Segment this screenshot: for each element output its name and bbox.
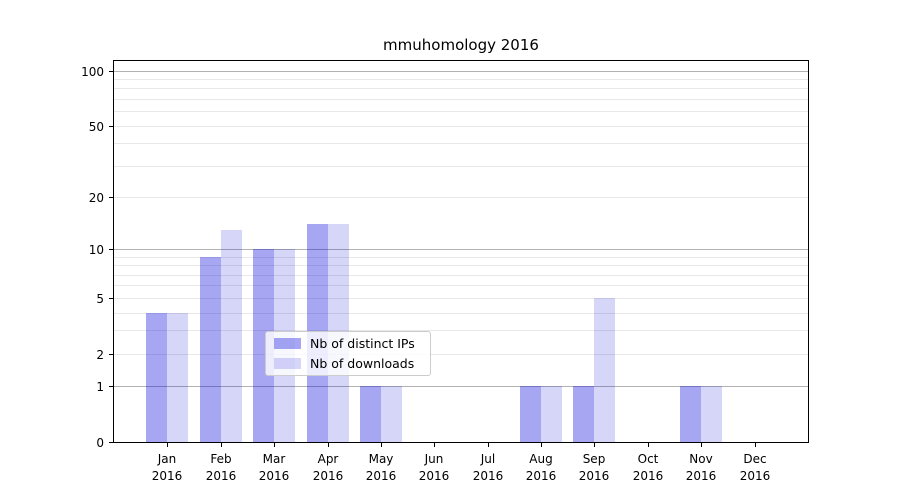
gridline-minor <box>114 166 808 167</box>
y-tick-label: 50 <box>88 119 104 134</box>
bar-aug-downloads <box>541 386 562 442</box>
x-tick-label-aug: Aug 2016 <box>525 452 557 483</box>
x-tick-mark <box>167 443 168 447</box>
bar-feb-ips <box>200 257 221 442</box>
y-tick-label: 20 <box>88 190 104 205</box>
legend-label-downloads: Nb of downloads <box>310 355 415 371</box>
x-tick-label-feb: Feb 2016 <box>205 452 237 483</box>
bar-jan-ips <box>146 313 167 442</box>
x-tick-label-dec: Dec 2016 <box>739 452 771 483</box>
x-tick-label-mar: Mar 2016 <box>258 452 290 483</box>
y-tick-mark <box>109 197 113 198</box>
gridline-minor <box>114 298 808 299</box>
x-tick-label-jun: Jun 2016 <box>418 452 450 483</box>
bar-mar-ips <box>253 249 274 442</box>
y-tick-label: 1 <box>96 379 104 394</box>
gridline-minor <box>114 285 808 286</box>
bar-may-ips <box>360 386 381 442</box>
x-tick-label-jan: Jan 2016 <box>151 452 183 483</box>
x-tick-mark <box>434 443 435 447</box>
gridline-minor <box>114 257 808 258</box>
x-tick-mark <box>755 443 756 447</box>
y-tick-label: 2 <box>96 347 104 362</box>
x-tick-label-may: May 2016 <box>365 452 397 483</box>
gridline-major <box>114 386 808 387</box>
legend-item-distinct-ips: Nb of distinct IPs <box>274 336 422 352</box>
gridline-minor <box>114 88 808 89</box>
x-tick-mark <box>648 443 649 447</box>
x-tick-mark <box>541 443 542 447</box>
bar-nov-ips <box>680 386 701 442</box>
x-axis: Jan 2016 Feb 2016 Mar 2016 Apr 2016 May 2016… <box>114 443 809 495</box>
y-tick-mark <box>109 298 113 299</box>
gridline-minor <box>114 197 808 198</box>
bar-sep-downloads <box>594 298 615 442</box>
y-tick-mark <box>109 126 113 127</box>
x-tick-mark <box>594 443 595 447</box>
gridline-minor <box>114 313 808 314</box>
x-tick-mark <box>328 443 329 447</box>
chart-title: mmuhomology 2016 <box>383 36 539 54</box>
x-tick-mark <box>221 443 222 447</box>
gridline-minor <box>114 79 808 80</box>
y-tick-mark <box>109 249 113 250</box>
x-tick-label-jul: Jul 2016 <box>472 452 504 483</box>
bar-sep-ips <box>573 386 594 442</box>
x-tick-mark <box>381 443 382 447</box>
y-tick-mark <box>109 354 113 355</box>
gridline-minor <box>114 354 808 355</box>
bar-feb-downloads <box>221 230 242 442</box>
gridline-minor <box>114 143 808 144</box>
x-tick-label-oct: Oct 2016 <box>632 452 664 483</box>
bar-nov-downloads <box>701 386 722 442</box>
gridline-minor <box>114 330 808 331</box>
plot-inner <box>114 61 808 442</box>
bar-may-downloads <box>381 386 402 442</box>
gridline-minor <box>114 265 808 266</box>
gridline-major <box>114 71 808 72</box>
legend-label-distinct-ips: Nb of distinct IPs <box>310 336 415 352</box>
x-tick-label-nov: Nov 2016 <box>685 452 717 483</box>
y-tick-label: 100 <box>81 64 104 79</box>
x-tick-mark <box>701 443 702 447</box>
gridline-minor <box>114 99 808 100</box>
plot-area <box>113 60 809 443</box>
x-tick-mark <box>488 443 489 447</box>
gridline-minor <box>114 275 808 276</box>
y-tick-mark <box>109 442 113 443</box>
bar-jan-downloads <box>167 313 188 442</box>
bar-aug-ips <box>520 386 541 442</box>
y-tick-label: 10 <box>88 242 104 257</box>
y-tick-label: 5 <box>96 291 104 306</box>
y-axis: 0 1 2 5 10 20 50 100 <box>0 61 113 450</box>
x-tick-label-sep: Sep 2016 <box>578 452 610 483</box>
legend-swatch-distinct-ips <box>274 338 301 350</box>
legend-swatch-downloads <box>274 357 301 369</box>
y-tick-mark <box>109 71 113 72</box>
legend-item-downloads: Nb of downloads <box>274 356 422 372</box>
gridline-minor <box>114 111 808 112</box>
x-tick-label-apr: Apr 2016 <box>312 452 344 483</box>
x-tick-mark <box>274 443 275 447</box>
legend: Nb of distinct IPs Nb of downloads <box>265 331 431 376</box>
gridline-minor <box>114 126 808 127</box>
gridline-major <box>114 249 808 250</box>
y-tick-label: 0 <box>96 435 104 450</box>
y-tick-mark <box>109 386 113 387</box>
